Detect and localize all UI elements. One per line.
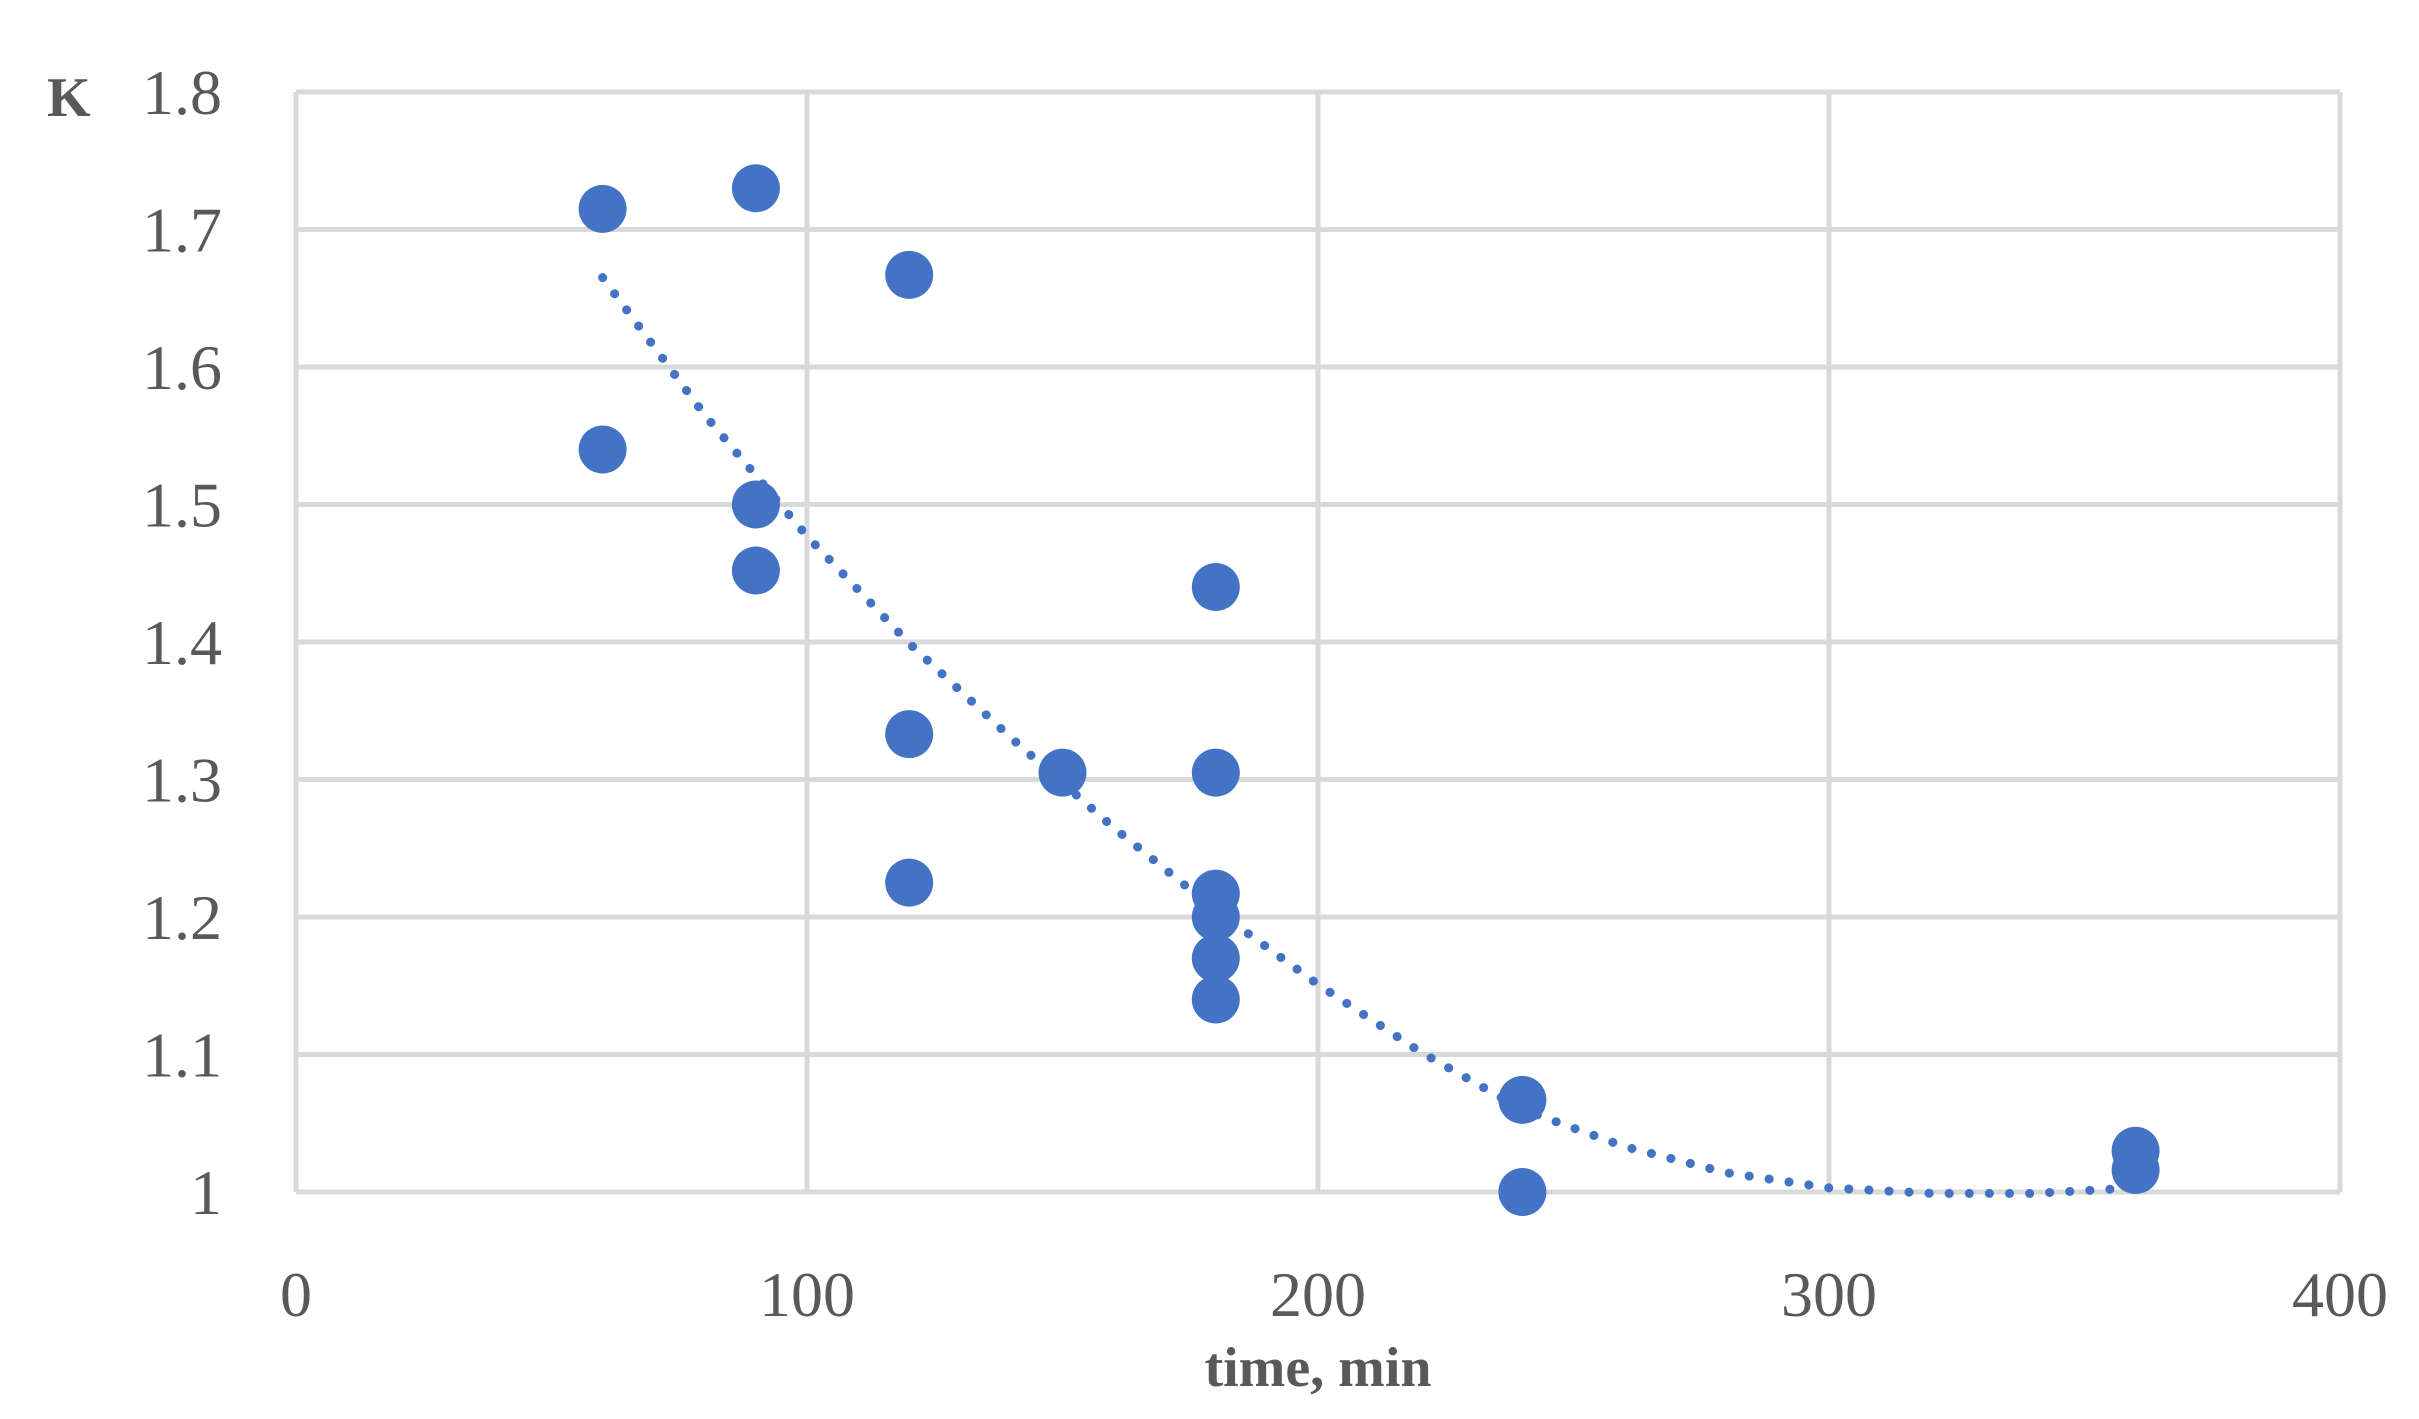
data-point — [578, 425, 627, 474]
y-tick-label: 1 — [190, 1157, 222, 1228]
y-tick-label: 1.5 — [142, 470, 222, 541]
data-point — [885, 858, 934, 907]
data-point — [1038, 748, 1087, 797]
data-point — [1498, 1075, 1547, 1124]
data-point — [1191, 934, 1240, 983]
x-axis-title: time, min — [1204, 1337, 1431, 1399]
trendline-path — [598, 273, 2141, 1198]
x-tick-label: 100 — [759, 1259, 855, 1330]
data-point — [1191, 748, 1240, 797]
data-point — [2111, 1146, 2160, 1194]
x-tick-label: 0 — [280, 1259, 312, 1330]
data-point — [578, 184, 627, 233]
data-point — [885, 710, 934, 759]
data-point — [885, 250, 934, 299]
y-tick-label: 1.2 — [142, 882, 222, 953]
data-point — [1191, 893, 1240, 941]
y-tick-label: 1.3 — [142, 745, 222, 816]
data-point — [1191, 563, 1240, 611]
y-tick-label: 1.8 — [142, 57, 222, 128]
y-tick-labels: 1 1.1 1.2 1.3 1.4 1.5 1.6 1.7 1.8 — [142, 57, 222, 1228]
data-points — [578, 164, 2160, 1216]
x-tick-label: 200 — [1270, 1259, 1366, 1330]
x-tick-label: 300 — [1781, 1259, 1877, 1330]
x-tick-label: 400 — [2292, 1259, 2388, 1330]
y-axis-title: K — [47, 67, 91, 129]
x-tick-labels: 0 100 200 300 400 — [280, 1259, 2388, 1330]
trendline — [598, 273, 2141, 1198]
y-tick-label: 1.1 — [142, 1020, 222, 1091]
data-point — [731, 164, 780, 213]
data-point — [731, 546, 780, 595]
gridlines — [293, 89, 2343, 1195]
y-tick-label: 1.4 — [142, 607, 222, 678]
y-tick-label: 1.7 — [142, 195, 222, 266]
data-point — [1191, 975, 1240, 1024]
data-point — [731, 480, 780, 529]
data-point — [1498, 1168, 1547, 1216]
y-tick-label: 1.6 — [142, 332, 222, 403]
